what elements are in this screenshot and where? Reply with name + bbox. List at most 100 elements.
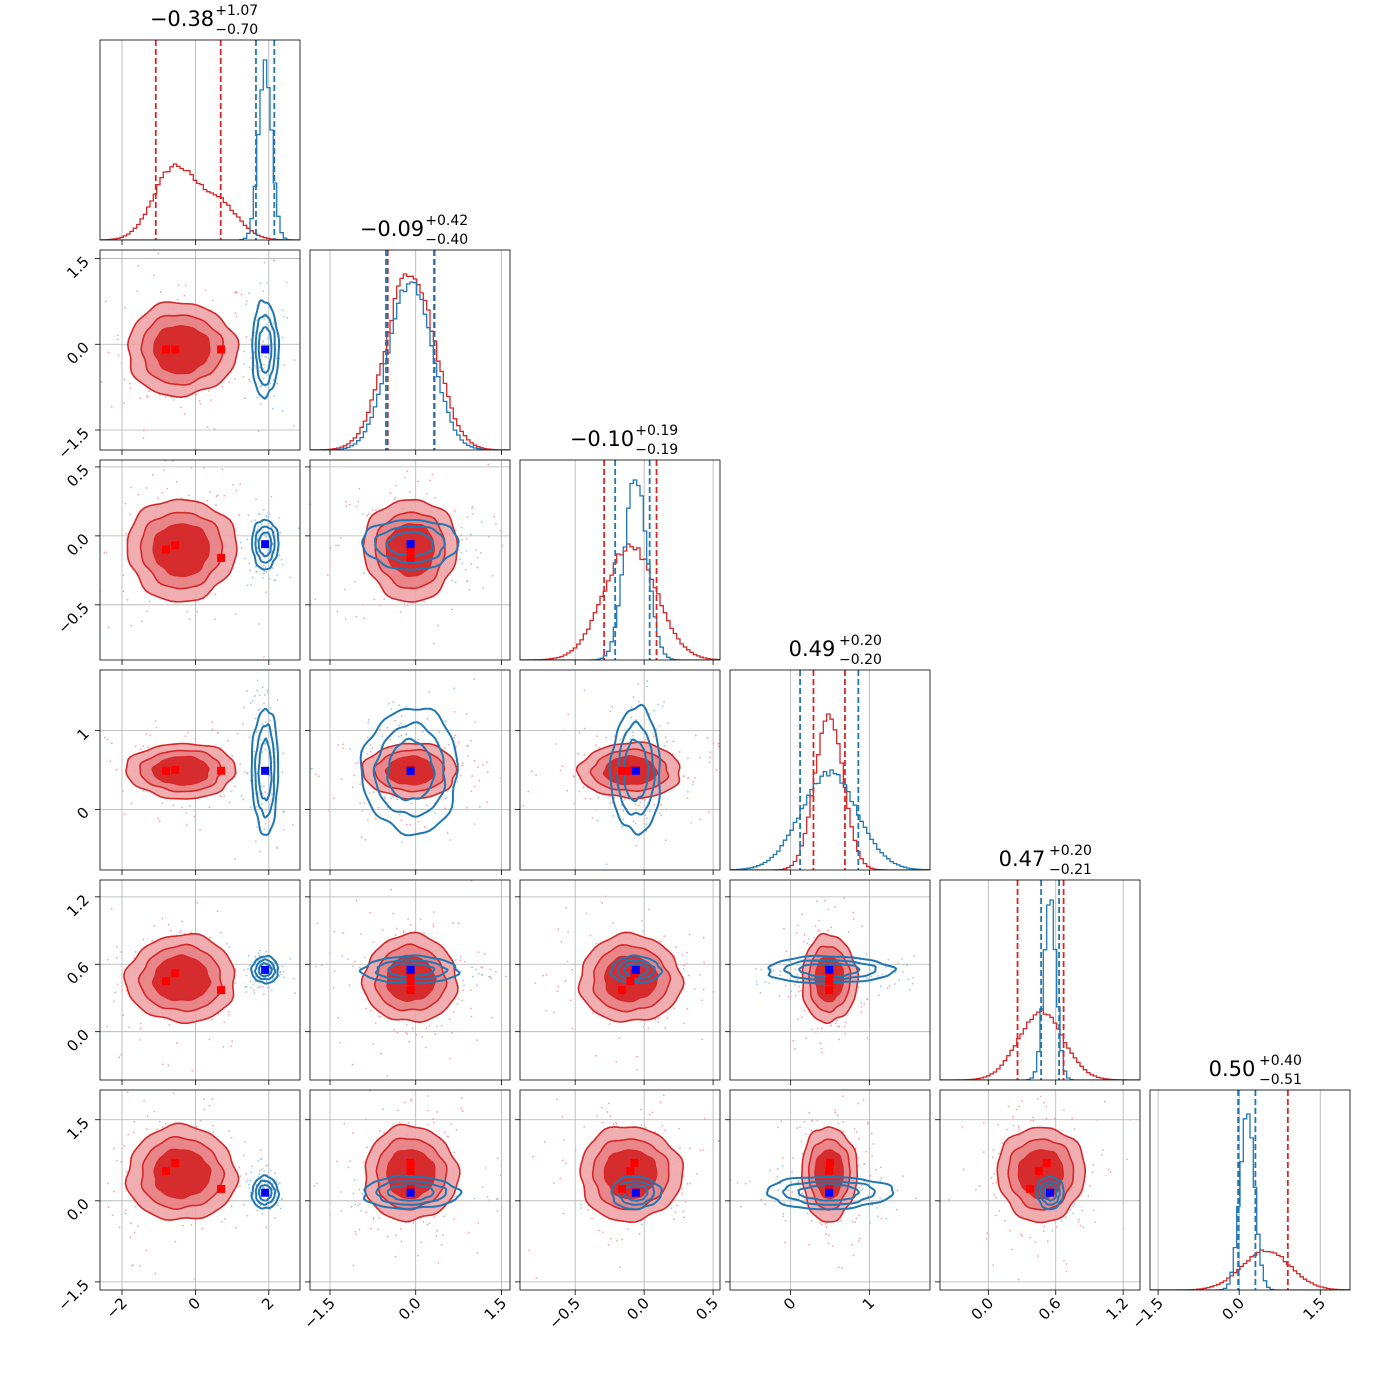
sample-point-blue [933,1191,935,1193]
sample-point-blue [488,1199,491,1202]
y-tick-label: 1.5 [63,253,93,283]
sample-point-red [220,1220,223,1223]
sample-point-red [820,1047,823,1050]
sample-point-red [734,952,736,954]
sample-point-red [1029,1236,1032,1239]
sample-point-blue [870,975,873,978]
sample-point-red [985,1238,988,1240]
sample-point-blue [263,570,266,573]
sample-point-blue [653,709,656,712]
sample-point-red [231,1040,234,1043]
sample-point-red [335,1160,338,1163]
sample-point-blue [426,717,429,720]
truth-marker-red [162,545,171,554]
sample-point-red [467,745,470,748]
sample-point-red [810,1028,813,1031]
sample-point-red [784,984,787,987]
sample-point-red [230,1045,232,1048]
sample-point-red [230,790,233,793]
sample-point-red [843,1025,846,1028]
sample-point-red [239,483,242,486]
sample-point-red [615,1122,618,1125]
sample-point-red [136,1225,139,1228]
sample-point-blue [291,823,294,826]
sample-point-blue [243,363,245,366]
sample-point-red [471,505,474,508]
sample-point-red [1017,1125,1020,1127]
sample-point-red [245,336,248,338]
sample-point-red [800,989,802,992]
sample-point-red [567,713,570,716]
sample-point-blue [475,968,478,971]
sample-point-red [701,999,703,1002]
contour-blue [766,1175,895,1211]
sample-point-red [219,931,222,934]
sample-point-red [699,1149,702,1152]
sample-point-blue [266,337,269,340]
sample-point-red [683,1022,686,1025]
sample-point-red [196,901,198,904]
sample-point-red [818,919,820,922]
contour-blue [617,958,656,981]
sample-point-red [161,802,164,804]
sample-point-red [394,496,397,499]
sample-point-red [244,1141,246,1143]
sample-point-red [145,1249,148,1252]
param-title-plus: +0.20 [1049,843,1092,859]
sample-point-blue [877,1215,880,1218]
sample-point-red [228,801,231,804]
sample-point-red [216,910,219,913]
sample-point-red [858,1214,861,1217]
sample-point-blue [265,571,268,574]
sample-point-red [1039,1095,1042,1098]
sample-point-blue [249,1171,252,1174]
sample-point-red [107,1087,109,1089]
sample-point-red [639,801,642,804]
sample-point-blue [282,752,285,755]
sample-point-red [114,991,117,994]
sample-point-red [118,1056,121,1059]
sample-point-blue [901,958,903,960]
sample-point-red [357,500,360,503]
panel-frame [309,1089,511,1291]
sample-point-blue [372,1216,375,1219]
sample-point-red [469,1007,472,1010]
sample-point-red [398,1121,401,1124]
sample-point-red [332,797,335,800]
contour-blue [386,737,436,802]
sample-point-red [1043,1225,1046,1228]
sample-point-blue [267,805,270,808]
sample-point-red [789,995,792,998]
sample-point-red [659,1101,662,1104]
y-tick-label: 0.0 [63,338,93,368]
sample-point-blue [769,1169,771,1172]
sample-point-red [654,1018,657,1021]
sample-point-red [142,429,145,432]
sample-point-red [614,1121,617,1124]
sample-point-red [106,1025,109,1028]
sample-point-red [1042,1230,1045,1233]
sample-point-red [154,1272,157,1275]
sample-point-red [802,940,805,943]
sample-point-red [394,1255,397,1258]
sample-point-red [211,728,214,731]
sample-point-red [165,411,167,413]
sample-point-red [235,291,238,294]
sample-point-red [452,922,454,925]
sample-point-red [619,738,622,741]
sample-point-red [71,761,73,763]
sample-point-red [389,492,392,495]
sample-point-red [476,566,479,569]
sample-point-red [483,953,486,955]
sample-point-red [482,764,484,767]
sample-point-blue [256,679,259,682]
sample-point-blue [314,773,317,776]
sample-point-red [113,1147,115,1150]
sample-point-red [688,974,690,977]
sample-point-blue [263,317,266,320]
sample-point-blue [340,1191,342,1193]
sample-point-blue [281,309,284,312]
sample-point-blue [256,528,259,531]
sample-point-red [1103,1100,1106,1103]
sample-point-blue [260,785,263,788]
